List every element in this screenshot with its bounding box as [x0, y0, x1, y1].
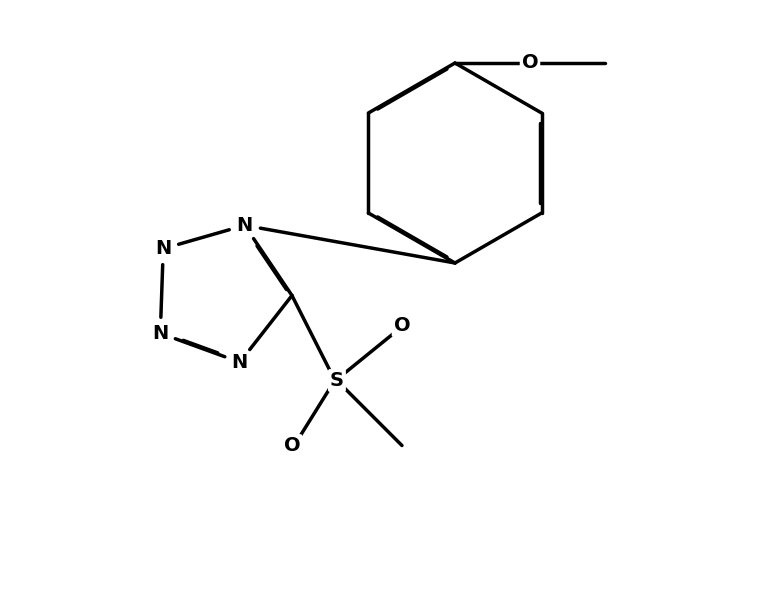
Text: O: O	[522, 53, 538, 72]
Text: O: O	[283, 436, 300, 455]
Text: S: S	[330, 371, 344, 390]
Text: O: O	[394, 316, 410, 335]
Text: N: N	[232, 353, 248, 372]
Text: N: N	[155, 239, 171, 258]
Text: N: N	[152, 324, 168, 343]
Text: N: N	[236, 216, 252, 235]
